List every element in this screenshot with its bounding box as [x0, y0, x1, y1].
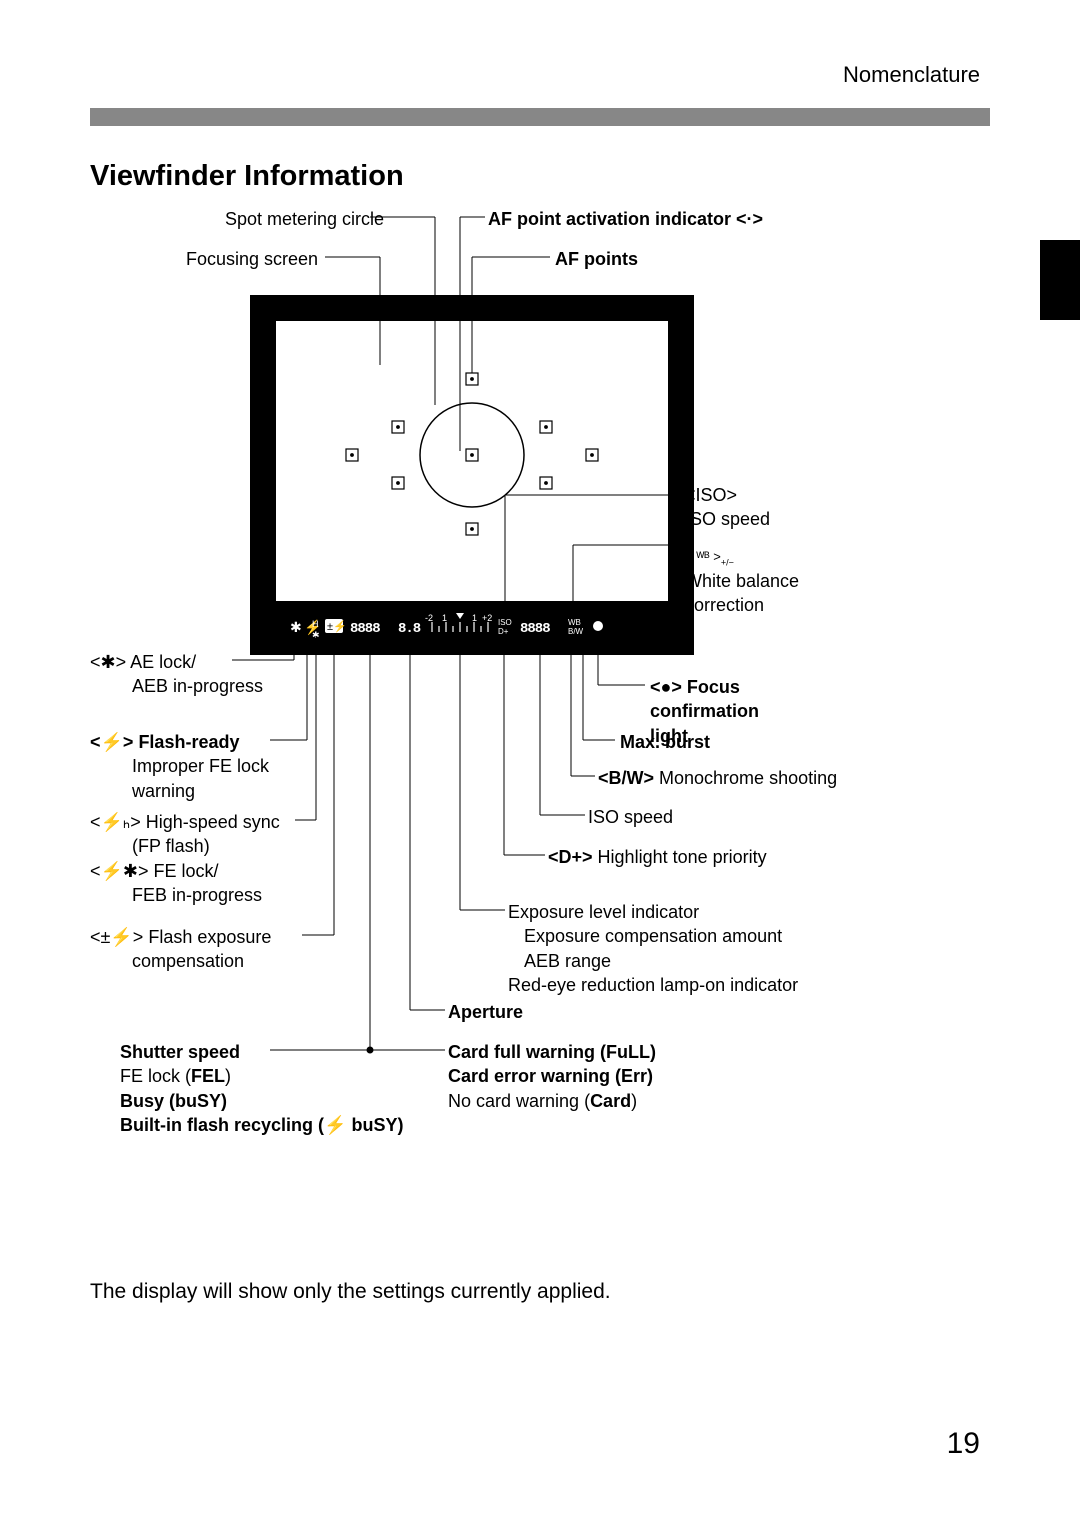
fx-sym: <±⚡> [90, 927, 143, 947]
label-dplus: <D+> Highlight tone priority [548, 845, 767, 869]
bl-busy1: Busy ( [120, 1091, 175, 1111]
svg-text:8888: 8888 [350, 621, 380, 637]
label-iso: <ISO> ISO speed [685, 483, 770, 532]
bl-bif1: Built-in flash recycling (⚡ [120, 1115, 351, 1135]
svg-text:8.8: 8.8 [398, 621, 421, 637]
header-section: Nomenclature [843, 62, 980, 88]
ae-txt2: AEB in-progress [90, 676, 263, 696]
label-shutter-block: Shutter speed FE lock (FEL) Busy (buSY) … [120, 1040, 403, 1137]
focus-txt2: confirmation [650, 701, 759, 721]
label-flash-ready: <⚡> Flash-ready Improper FE lock warning [90, 730, 269, 803]
label-high-speed: <⚡ₕ> High-speed sync (FP flash) <⚡✱> FE … [90, 810, 280, 907]
fe-txt1: FE lock/ [149, 861, 219, 881]
dp-sym: <D+> [548, 847, 593, 867]
fe-sym: <⚡✱> [90, 861, 149, 881]
fe-txt2: FEB in-progress [90, 885, 262, 905]
svg-text:-2: -2 [425, 613, 433, 623]
footer-note: The display will show only the settings … [90, 1280, 611, 1304]
bl-busy3: ) [221, 1091, 227, 1111]
label-focusing-screen: Focusing screen [186, 247, 318, 271]
exp4: Red-eye reduction lamp-on indicator [508, 975, 798, 995]
dp-txt: Highlight tone priority [593, 847, 767, 867]
svg-text:1: 1 [442, 613, 447, 623]
wb-text1: White balance [685, 571, 799, 591]
label-max-burst: Max. burst [620, 730, 710, 754]
page-tab [1040, 240, 1080, 320]
bl-busy2: buSY [175, 1091, 221, 1111]
fr-txt1: Flash-ready [133, 732, 239, 752]
iso-symbol: <ISO> [685, 485, 737, 505]
label-af-indicator: AF point activation indicator <·> [488, 207, 763, 231]
br-ce2: Err [621, 1066, 647, 1086]
bl-fel3: ) [225, 1066, 231, 1086]
wb-text2: correction [685, 595, 764, 615]
fr-txt2: Improper FE lock [90, 756, 269, 776]
svg-text:D+: D+ [498, 627, 509, 636]
exp2: Exposure compensation amount [508, 926, 782, 946]
br-cf3: ) [650, 1042, 656, 1062]
exp1: Exposure level indicator [508, 902, 699, 922]
focus-txt1: Focus [687, 677, 740, 697]
wb-symbol: < ᵂᴮ > [685, 549, 721, 564]
bl-fel1: FE lock ( [120, 1066, 191, 1086]
fr-txt3: warning [90, 781, 195, 801]
bw-sym: <B/W> [598, 768, 654, 788]
svg-text:✱: ✱ [290, 619, 302, 635]
svg-text:1: 1 [472, 613, 477, 623]
label-aperture: Aperture [448, 1000, 523, 1024]
label-card-block: Card full warning (FuLL) Card error warn… [448, 1040, 656, 1113]
br-cf1: Card full warning ( [448, 1042, 606, 1062]
br-ce1: Card error warning ( [448, 1066, 621, 1086]
label-af-points: AF points [555, 247, 638, 271]
ae-sym: <✱> [90, 652, 126, 672]
svg-text:±⚡: ±⚡ [327, 620, 347, 633]
br-nc3: ) [631, 1091, 637, 1111]
fx-txt1: Flash exposure [143, 927, 271, 947]
bl-ss: Shutter speed [120, 1042, 240, 1062]
br-nc2: Card [590, 1091, 631, 1111]
bw-txt: Monochrome shooting [654, 768, 837, 788]
page-number: 19 [947, 1427, 980, 1461]
fr-sym: <⚡> [90, 732, 133, 752]
section-title: Viewfinder Information [90, 160, 404, 193]
hs-txt1: High-speed sync [141, 812, 280, 832]
bl-fel2: FEL [191, 1066, 225, 1086]
divider-bar [90, 108, 990, 126]
hs-txt2: (FP flash) [90, 836, 210, 856]
label-iso2: ISO speed [588, 805, 673, 829]
svg-text:8888: 8888 [520, 621, 550, 637]
svg-text:WB: WB [568, 618, 581, 627]
svg-text:H: H [312, 619, 319, 629]
label-spot-metering: Spot metering circle [225, 207, 384, 231]
bl-bif3: ) [397, 1115, 403, 1135]
svg-text:B/W: B/W [568, 627, 584, 636]
label-flash-exp: <±⚡> Flash exposure compensation [90, 925, 271, 974]
svg-text:+2: +2 [482, 613, 492, 623]
bl-bif2: buSY [351, 1115, 397, 1135]
label-wb: < ᵂᴮ >+/− White balance correction [685, 543, 799, 617]
ae-txt1: AE lock/ [126, 652, 196, 672]
br-ce3: ) [647, 1066, 653, 1086]
br-cf2: FuLL [606, 1042, 650, 1062]
br-nc1: No card warning ( [448, 1091, 590, 1111]
focus-sym: <●> [650, 677, 682, 697]
label-exposure-block: Exposure level indicator Exposure compen… [508, 900, 798, 997]
label-bw: <B/W> Monochrome shooting [598, 766, 837, 790]
iso-text: ISO speed [685, 509, 770, 529]
viewfinder-diagram: ✱ ⚡ ✱ H ±⚡ 8888 8.8 -2 1 1 +2 [90, 195, 990, 1195]
exp3: AEB range [508, 951, 611, 971]
wb-symbol-sub: +/− [721, 558, 734, 568]
hs-sym: <⚡ₕ> [90, 812, 141, 832]
label-ae-lock: <✱> AE lock/ AEB in-progress [90, 650, 263, 699]
fx-txt2: compensation [90, 951, 244, 971]
